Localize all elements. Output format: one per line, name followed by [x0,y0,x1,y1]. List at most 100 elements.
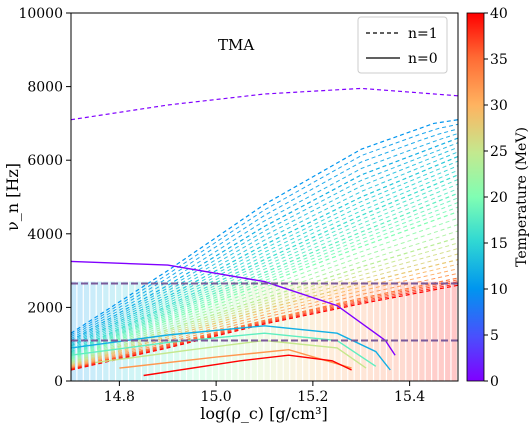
colorbar-tick-label: 40 [490,6,508,22]
x-axis: 14.8 15.0 15.2 15.4 [104,381,425,405]
y-tick-label: 10000 [18,6,63,22]
horizontal-lines [71,282,458,342]
temperature-band [251,281,257,381]
temperature-band [335,281,341,381]
series-n1-line [71,119,458,334]
series-n1-line [71,151,458,346]
temperature-band [399,281,406,381]
temperature-band [174,281,180,381]
series-n1-line [71,142,458,343]
series-n1-line [71,236,458,364]
x-tick-label: 15.0 [201,389,232,405]
temperature-band [103,281,109,381]
y-tick-label: 2000 [27,300,63,316]
temperature-band [212,281,219,381]
temperature-band [258,281,264,381]
x-tick-label: 15.2 [297,389,328,405]
legend-label-n1: n=1 [408,26,438,42]
temperature-band [290,281,296,381]
temperature-band [187,281,193,381]
series-n1-line [71,281,458,370]
colorbar-tick-label: 15 [490,236,508,252]
plot-frame [70,12,459,382]
series-n1-line [71,224,458,362]
temperature-band [445,281,451,381]
temperature-band [264,281,270,381]
temperature-band [303,281,309,381]
temperature-band [438,281,444,381]
temperature-band [406,281,412,381]
series-n1-line [71,160,458,348]
series-n1-line [71,183,458,354]
temperature-band [109,281,115,381]
series-n1-line [71,174,458,353]
temperature-band [277,281,283,381]
temperature-band [329,281,335,381]
y-tick-label: 8000 [27,80,63,96]
temperature-band [341,281,348,381]
series-n1-line [71,248,458,365]
colorbar-tick-label: 30 [490,98,508,114]
temperature-band [245,281,251,381]
y-tick-label: 4000 [27,227,63,243]
plot-area [70,12,459,382]
colorbar-tick-label: 25 [490,144,508,160]
series-n1-line [71,155,458,347]
series-n1-line [71,279,458,370]
y-axis: 0 2000 4000 6000 8000 10000 [18,6,71,390]
x-tick-label: 14.8 [104,389,135,405]
temperature-band [451,281,457,381]
series-n0-line [143,354,352,377]
series-n1-line [71,206,458,359]
series-n1-line [71,179,458,353]
colorbar-tick-label: 10 [490,282,508,298]
x-tick-label: 15.4 [394,389,425,405]
temperature-band [419,281,425,381]
chart-annotation: TMA [218,36,254,54]
colorbar-tick-label: 0 [490,374,499,390]
colorbar-tick-label: 35 [490,52,508,68]
temperature-band [135,281,141,381]
temperature-band [90,281,96,381]
series-n1-line [71,137,458,342]
temperature-band [361,281,367,381]
series-n0-line [71,325,391,371]
series-n1-line [71,284,458,371]
series-n0-line [71,260,396,356]
series-n1-line [71,197,458,357]
x-axis-label: log(ρ_c) [g/cm³] [200,404,328,423]
legend-box [357,16,448,74]
series-n1-line [71,169,458,351]
series-n1-line [71,146,458,344]
temperature-band [393,281,399,381]
series-n1-line [71,192,458,356]
temperature-band [348,281,354,381]
series-n1-line [71,217,458,361]
temperature-band [432,281,438,381]
temperature-band [425,281,431,381]
y-tick-label: 0 [54,374,63,390]
series-n1-line [71,268,458,368]
y-tick-label: 6000 [27,153,63,169]
series-n1-line [71,128,458,338]
colorbar-tick-label: 20 [490,190,508,206]
series-n1-line [71,242,458,364]
colorbar-ticks: 0 5 10 15 20 25 30 35 40 [484,6,508,390]
temperature-band [380,281,386,381]
series-n1-line [71,230,458,363]
legend: n=1 n=0 [357,16,448,74]
temperature-band [374,281,380,381]
temperature-band [167,281,173,381]
colorbar: 0 5 10 15 20 25 30 35 40 Temperature (MeV) [466,6,530,390]
series-n1-line [71,272,458,368]
temperature-band [387,281,393,381]
series-n1-line [71,188,458,355]
colorbar-tick-label: 5 [490,328,499,344]
colorbar-label: Temperature (MeV) [514,127,530,267]
temperature-band [367,281,373,381]
colorbar-gradient [466,12,485,382]
series-n1-line [71,211,458,360]
temperature-band [83,281,90,381]
series-n0-line [71,332,377,367]
